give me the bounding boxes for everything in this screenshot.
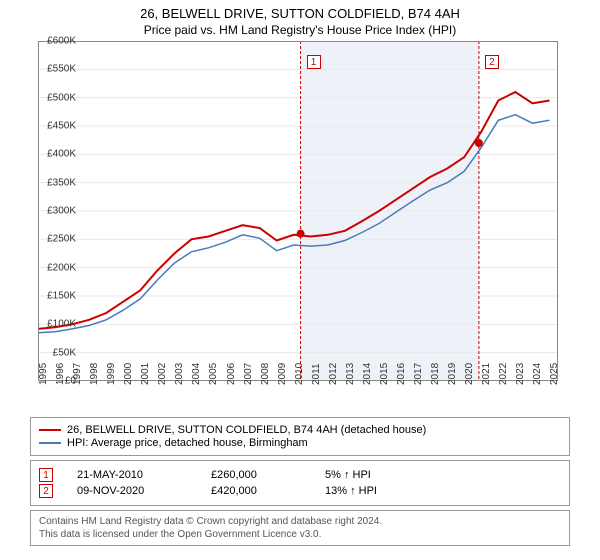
y-axis-label: £300K <box>47 206 76 217</box>
event-dot-1 <box>297 230 305 238</box>
y-axis-label: £50K <box>53 347 76 358</box>
event-number-box: 2 <box>39 484 53 498</box>
event-price: £260,000 <box>211 469 301 481</box>
line-chart <box>38 41 558 381</box>
y-axis-label: £500K <box>47 92 76 103</box>
event-date: 21-MAY-2010 <box>77 469 187 481</box>
legend-label: 26, BELWELL DRIVE, SUTTON COLDFIELD, B74… <box>67 424 426 436</box>
chart-area: £0£50K£100K£150K£200K£250K£300K£350K£400… <box>38 41 598 411</box>
event-dot-2 <box>475 139 483 147</box>
y-axis-label: £100K <box>47 319 76 330</box>
event-marker-1: 1 <box>307 55 321 69</box>
event-row: 2 09-NOV-2020 £420,000 13% ↑ HPI <box>39 484 561 498</box>
legend-row: 26, BELWELL DRIVE, SUTTON COLDFIELD, B74… <box>39 424 561 436</box>
legend-row: HPI: Average price, detached house, Birm… <box>39 437 561 449</box>
event-date: 09-NOV-2020 <box>77 485 187 497</box>
event-row: 1 21-MAY-2010 £260,000 5% ↑ HPI <box>39 468 561 482</box>
y-axis-label: £150K <box>47 291 76 302</box>
event-pct: 13% ↑ HPI <box>325 485 377 497</box>
y-axis-label: £200K <box>47 262 76 273</box>
y-axis-label: £550K <box>47 64 76 75</box>
legend-swatch <box>39 429 61 432</box>
y-axis-label: £350K <box>47 177 76 188</box>
x-axis-label: 2025 <box>549 363 581 385</box>
legend-label: HPI: Average price, detached house, Birm… <box>67 437 308 449</box>
license-notice: Contains HM Land Registry data © Crown c… <box>30 510 570 546</box>
y-axis-label: £250K <box>47 234 76 245</box>
license-line1: Contains HM Land Registry data © Crown c… <box>39 515 561 528</box>
event-number-box: 1 <box>39 468 53 482</box>
y-axis-label: £400K <box>47 149 76 160</box>
event-pct: 5% ↑ HPI <box>325 469 371 481</box>
legend-swatch <box>39 442 61 445</box>
y-axis-label: £600K <box>47 36 76 47</box>
license-line2: This data is licensed under the Open Gov… <box>39 528 561 541</box>
events-table: 1 21-MAY-2010 £260,000 5% ↑ HPI 2 09-NOV-2020… <box>30 460 570 506</box>
y-axis-label: £450K <box>47 121 76 132</box>
chart-container: 26, BELWELL DRIVE, SUTTON COLDFIELD, B74… <box>0 0 600 560</box>
event-marker-2: 2 <box>485 55 499 69</box>
page-title: 26, BELWELL DRIVE, SUTTON COLDFIELD, B74… <box>0 0 600 21</box>
legend: 26, BELWELL DRIVE, SUTTON COLDFIELD, B74… <box>30 417 570 456</box>
event-price: £420,000 <box>211 485 301 497</box>
page-subtitle: Price paid vs. HM Land Registry's House … <box>0 21 600 41</box>
